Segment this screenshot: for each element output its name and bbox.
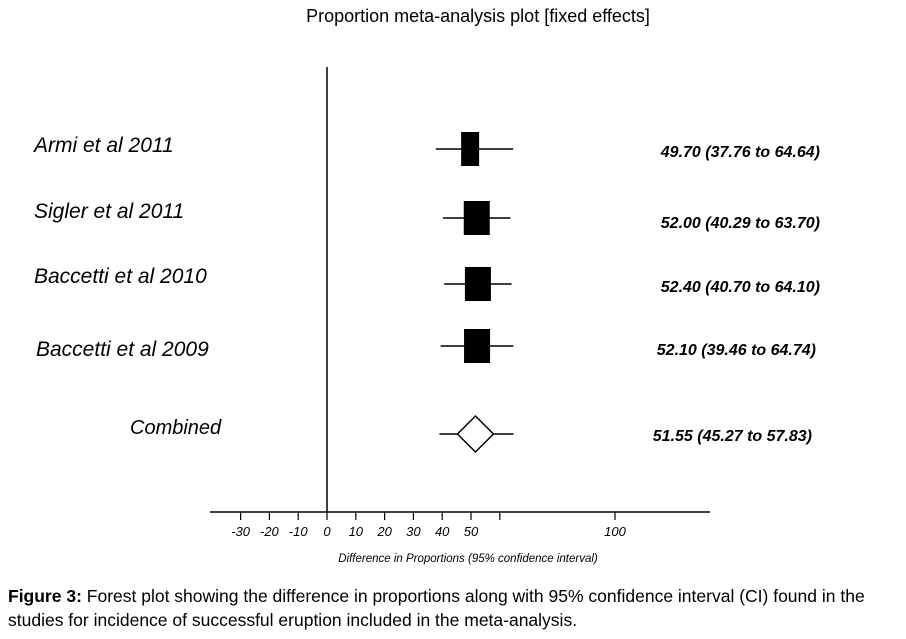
x-ticks: [240, 512, 616, 520]
ci-text: 52.00 (40.29 to 63.70): [661, 215, 820, 232]
caption-label: Figure 3:: [8, 586, 82, 606]
study-row: Baccetti et al 2009 52.10 (39.46 to 64.7…: [36, 329, 816, 363]
ci-text: 52.10 (39.46 to 64.74): [657, 342, 816, 359]
forest-plot: Proportion meta-analysis plot [fixed eff…: [32, 6, 820, 565]
caption-text: Forest plot showing the difference in pr…: [8, 586, 865, 630]
study-label: Baccetti et al 2010: [34, 265, 207, 288]
x-tick-label: -20: [260, 524, 280, 539]
combined-label: Combined: [130, 417, 222, 439]
x-tick-label: 10: [349, 524, 364, 539]
combined-ci-text: 51.55 (45.27 to 57.83): [653, 428, 812, 445]
study-row: Sigler et al 2011 52.00 (40.29 to 63.70): [34, 200, 820, 235]
study-label: Sigler et al 2011: [34, 200, 184, 223]
x-tick-label: 30: [406, 524, 421, 539]
x-tick-label: 50: [464, 524, 479, 539]
ci-text: 52.40 (40.70 to 64.10): [661, 279, 820, 296]
estimate-box: [464, 267, 491, 301]
chart-title: Proportion meta-analysis plot [fixed eff…: [306, 6, 650, 26]
x-tick-label: -10: [289, 524, 309, 539]
estimate-box: [463, 201, 490, 235]
x-tick-label: -30: [231, 524, 251, 539]
x-tick-label: 20: [376, 524, 392, 539]
combined-row: Combined 51.55 (45.27 to 57.83): [130, 414, 812, 454]
study-label: Baccetti et al 2009: [36, 338, 209, 361]
x-tick-label: 40: [435, 524, 450, 539]
estimate-box: [461, 132, 480, 166]
figure-caption: Figure 3: Forest plot showing the differ…: [8, 584, 900, 632]
x-tick-labels: -30 -20 -10 0 10 20 30 40 50 100: [231, 524, 626, 539]
study-row: Armi et al 2011 49.70 (37.76 to 64.64): [32, 132, 820, 166]
x-axis-title: Difference in Proportions (95% confidenc…: [338, 553, 598, 565]
x-tick-label: 0: [323, 524, 331, 539]
x-tick-label: 100: [604, 524, 626, 539]
study-label: Armi et al 2011: [32, 134, 174, 157]
study-row: Baccetti et al 2010 52.40 (40.70 to 64.1…: [34, 265, 820, 301]
estimate-box: [464, 329, 491, 363]
combined-diamond: [456, 414, 495, 454]
ci-text: 49.70 (37.76 to 64.64): [660, 144, 820, 161]
